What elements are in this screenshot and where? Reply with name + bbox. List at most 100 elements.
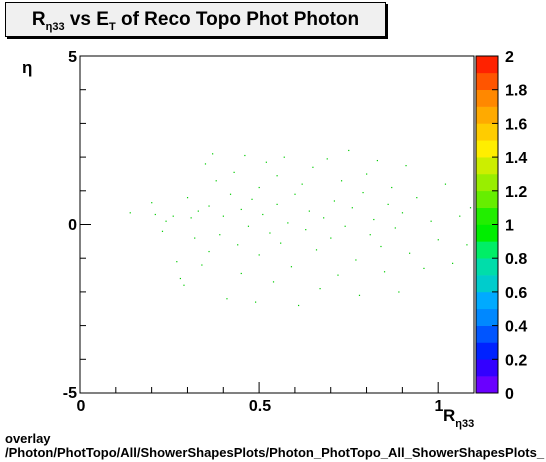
colorbar-segment — [476, 291, 498, 310]
data-point — [215, 180, 217, 182]
y-tick-label-0: 0 — [68, 217, 77, 234]
data-point — [333, 200, 336, 202]
data-point — [391, 186, 393, 189]
x-axis-label: Rη33 — [443, 406, 474, 430]
data-point — [398, 291, 400, 293]
data-points — [129, 149, 472, 307]
colorbar-segment — [476, 258, 498, 276]
chart-title-box: Rη33 vs ET of Reco Topo Phot Photon — [5, 2, 386, 37]
colorbar-tick-label: 0.8 — [505, 251, 527, 268]
footer-line-2: /Photon/PhotTopo/All/ShowerShapesPlots/P… — [5, 445, 545, 460]
data-point — [212, 153, 214, 155]
colorbar-segment — [476, 89, 498, 107]
data-point — [233, 171, 235, 173]
y-tick-label-minus-5: -5 — [63, 385, 77, 402]
data-point — [330, 237, 332, 239]
data-point — [176, 261, 178, 263]
colorbar-tick-label: 1 — [505, 218, 514, 235]
data-point — [326, 158, 328, 160]
data-point — [358, 294, 361, 296]
data-point — [151, 202, 153, 204]
data-point — [272, 281, 275, 283]
data-point — [244, 154, 246, 157]
colorbar-segment — [476, 359, 498, 377]
data-point — [416, 197, 418, 199]
colorbar-segment — [476, 190, 498, 208]
data-point — [280, 242, 282, 244]
chart-title: Rη33 vs ET of Reco Topo Phot Photon — [31, 9, 360, 33]
colorbar-segment — [476, 140, 498, 158]
data-point — [240, 272, 242, 275]
data-point — [466, 244, 468, 246]
data-point — [269, 232, 271, 234]
plot-frame — [79, 55, 475, 394]
footer-path: overlay /Photon/PhotTopo/All/ShowerShape… — [5, 432, 544, 460]
data-point — [265, 161, 267, 163]
data-point — [165, 220, 167, 222]
data-point — [380, 245, 382, 248]
data-point — [172, 215, 174, 217]
colorbar-segment — [476, 72, 498, 90]
data-point — [340, 180, 343, 182]
data-point — [201, 264, 203, 266]
data-point — [287, 222, 289, 224]
data-point — [219, 234, 221, 236]
colorbar-segment — [476, 157, 498, 175]
data-point — [294, 193, 296, 195]
data-point — [444, 183, 447, 185]
data-point — [255, 301, 257, 303]
data-point — [394, 227, 396, 229]
data-point — [183, 284, 185, 286]
colorbar: 0 0.2 0.4 0.6 0.8 1 1.2 1.4 1.6 1.8 2 — [475, 49, 527, 403]
colorbar-tick-label: 0.4 — [505, 319, 527, 336]
data-point — [301, 183, 303, 185]
data-point — [355, 259, 357, 261]
data-point — [297, 304, 300, 307]
data-point — [251, 198, 253, 200]
x-tick-label-0.5: 0.5 — [249, 398, 271, 415]
data-point — [222, 215, 224, 217]
colorbar-segment — [476, 342, 498, 360]
data-point — [305, 229, 307, 231]
colorbar-segment — [476, 123, 498, 141]
x-axis-ticks — [79, 382, 475, 393]
colorbar-segment — [476, 275, 498, 293]
data-point — [409, 252, 411, 254]
data-point — [283, 156, 285, 158]
data-point — [452, 262, 454, 264]
colorbar-segment — [476, 106, 498, 124]
data-point — [247, 225, 250, 227]
colorbar-tick-label: 0.6 — [505, 285, 527, 302]
colorbar-tick-label: 1.8 — [505, 83, 527, 100]
data-point — [161, 230, 164, 232]
data-point — [194, 237, 196, 239]
data-point — [323, 217, 325, 219]
colorbar-segment — [476, 224, 498, 242]
data-point — [204, 163, 207, 165]
data-point — [459, 215, 461, 217]
colorbar-segment — [476, 207, 498, 225]
data-point — [312, 166, 314, 168]
data-point — [237, 244, 239, 246]
data-point — [240, 208, 242, 211]
data-point — [362, 191, 364, 194]
data-point — [129, 212, 131, 214]
colorbar-segment — [476, 56, 498, 74]
data-point — [190, 217, 192, 219]
data-point — [308, 210, 310, 212]
colorbar-tick-label: 0.2 — [505, 352, 527, 369]
data-point — [373, 218, 375, 221]
data-point — [229, 193, 232, 195]
data-point — [469, 207, 472, 209]
data-point — [405, 165, 407, 167]
y-axis-ticks — [80, 55, 91, 394]
y-axis-label: η — [22, 58, 32, 77]
data-point — [197, 210, 199, 212]
data-point — [423, 267, 425, 270]
colorbar-segment — [476, 376, 498, 394]
data-point — [401, 212, 404, 214]
data-point — [376, 159, 378, 162]
data-point — [154, 213, 156, 216]
data-point — [258, 254, 260, 256]
